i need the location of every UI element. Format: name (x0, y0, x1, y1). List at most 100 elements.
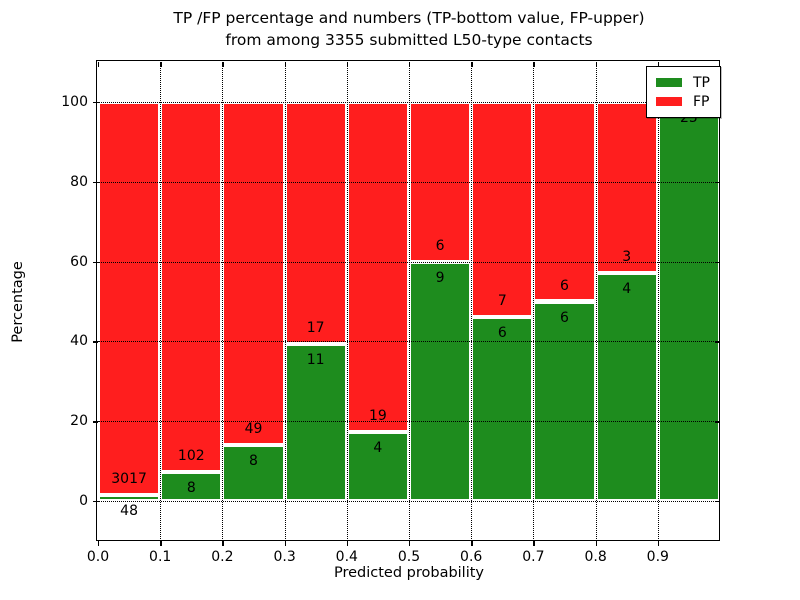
x-tick-mark (160, 541, 162, 546)
legend-entry: TP (656, 73, 710, 92)
legend-entry-label: FP (693, 93, 710, 110)
fp-count-label: 3 (622, 248, 632, 265)
x-gridline (222, 62, 224, 541)
y-tick-mark (93, 261, 98, 263)
y-tick-mark (93, 501, 98, 503)
tp-bar-segment (409, 261, 472, 502)
fp-bar-segment (160, 101, 223, 473)
x-tick-mark (657, 541, 660, 546)
y-tick-label: 60 (70, 253, 88, 270)
y-tick-mark-right (715, 421, 720, 423)
tp-count-label: 6 (497, 324, 507, 341)
fp-count-label: 102 (177, 448, 205, 465)
x-tick-label: 0.3 (273, 549, 296, 565)
y-tick-label: 100 (61, 93, 88, 110)
tp-legend-patch (656, 78, 682, 87)
y-gridline (98, 421, 720, 423)
x-tick-mark-top (409, 62, 411, 67)
tp-bar-segment (346, 431, 409, 502)
fp-count-label: 17 (306, 320, 325, 337)
fp-bar-segment (284, 101, 347, 345)
y-gridline (98, 101, 720, 103)
tp-bar-segment (533, 301, 596, 502)
y-tick-mark (93, 101, 98, 104)
x-tick-mark-top (98, 62, 100, 67)
y-tick-mark (93, 421, 98, 423)
x-gridline (657, 62, 659, 541)
fp-count-label: 6 (560, 277, 569, 294)
y-tick-mark (93, 181, 98, 184)
tp-bar-segment (160, 472, 223, 502)
fp-bar-segment (409, 101, 472, 262)
fp-count-label: 19 (368, 407, 387, 424)
fp-bar-segment (98, 101, 161, 495)
x-tick-label: 0.2 (211, 549, 234, 565)
x-tick-label: 0.6 (460, 549, 483, 565)
y-tick-mark-right (715, 261, 720, 263)
y-tick-label: 20 (70, 413, 88, 430)
fp-bar-segment (471, 101, 534, 317)
x-tick-label: 0.0 (86, 549, 110, 565)
x-axis-label: Predicted probability (333, 565, 485, 581)
legend-entry-label: TP (693, 74, 710, 91)
tp-bar-segment (657, 101, 720, 502)
y-tick-mark-right (715, 181, 720, 184)
tp-bar-segment (471, 316, 534, 502)
x-tick-mark-top (160, 62, 162, 67)
fp-count-label: 3017 (111, 470, 147, 487)
tp-count-label: 8 (186, 480, 196, 497)
x-tick-mark (533, 541, 535, 546)
x-tick-mark-top (346, 62, 349, 67)
x-tick-mark-top (657, 62, 660, 67)
chart-title: TP /FP percentage and numbers (TP-bottom… (98, 7, 720, 51)
fp-bar-segment (533, 101, 596, 302)
fp-count-label: 7 (497, 292, 507, 309)
tp-bar-segment (98, 494, 161, 502)
y-gridline (98, 181, 720, 183)
tp-count-label: 4 (373, 439, 383, 456)
y-tick-label: 0 (79, 493, 88, 510)
x-gridline (471, 62, 473, 541)
tp-bar-segment (222, 445, 285, 502)
legend: TP FP (646, 66, 721, 118)
tp-bar-segment (284, 344, 347, 502)
tp-count-label: 11 (306, 352, 325, 369)
y-tick-mark (93, 341, 98, 343)
x-gridline (346, 62, 348, 541)
y-tick-mark-right (715, 341, 720, 343)
fp-bar-segment (346, 101, 409, 432)
x-tick-mark (284, 541, 286, 546)
tp-count-label: 48 (120, 502, 139, 519)
x-tick-mark (409, 541, 411, 546)
y-tick-mark-right (715, 501, 720, 503)
x-tick-label: 0.8 (584, 549, 607, 565)
x-tick-mark-top (471, 62, 473, 67)
x-tick-mark-top (595, 62, 597, 67)
x-tick-mark-top (533, 62, 535, 67)
x-tick-mark-top (222, 62, 224, 67)
x-tick-mark (595, 541, 597, 546)
x-gridline (409, 62, 410, 541)
x-tick-mark-top (284, 62, 286, 67)
fp-bar-segment (595, 101, 658, 273)
x-tick-mark (98, 541, 100, 546)
y-tick-label: 40 (70, 333, 88, 350)
fp-legend-patch (656, 97, 682, 106)
chart-title-line1: TP /FP percentage and numbers (TP-bottom… (173, 9, 645, 27)
axes-frame (96, 60, 721, 542)
fp-count-label: 49 (244, 421, 263, 438)
fp-count-label: 6 (435, 237, 445, 254)
legend-entry: FP (656, 92, 710, 111)
y-tick-label: 80 (70, 173, 88, 190)
y-axis-label: Percentage (10, 261, 26, 343)
tp-bar-segment (595, 272, 658, 502)
x-gridline (284, 62, 286, 541)
x-tick-label: 0.1 (149, 549, 172, 565)
x-tick-mark (346, 541, 349, 546)
x-gridline (160, 62, 162, 541)
tp-count-label: 8 (249, 453, 258, 470)
x-tick-label: 0.7 (522, 549, 545, 565)
y-gridline (98, 261, 720, 263)
fp-bar-segment (222, 101, 285, 446)
